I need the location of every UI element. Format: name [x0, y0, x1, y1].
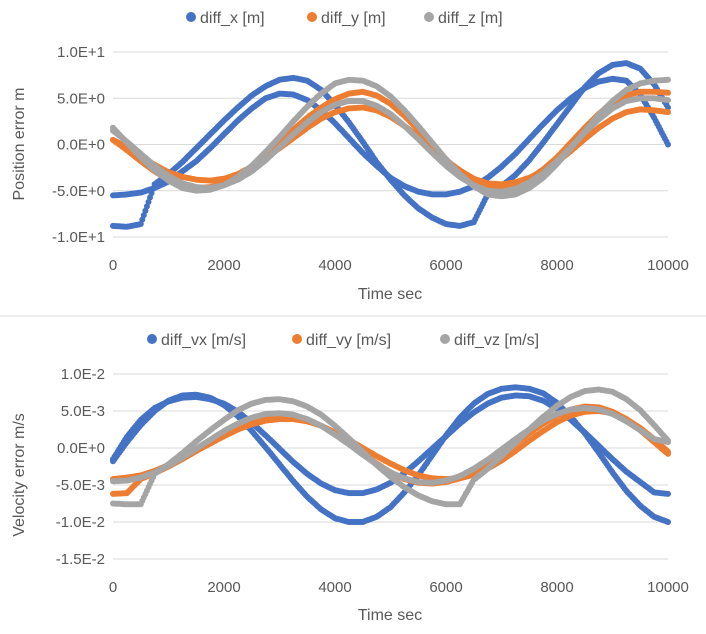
velocity-y-axis-title: Velocity error m/s: [11, 413, 28, 537]
legend-marker-diff-vy: [292, 334, 302, 344]
position-y-tick-labels: 1.0E+1 5.0E+0 0.0E+0 -5.0E+0 -1.0E+1: [52, 44, 105, 246]
data-point: [665, 490, 671, 497]
position-x-axis-title: Time sec: [358, 286, 422, 303]
position-y-tick-label: -1.0E+1: [52, 229, 105, 246]
velocity-y-tick-label: -5.0E-3: [56, 477, 105, 494]
velocity-x-tick-label: 10000: [647, 579, 689, 596]
data-point: [665, 97, 671, 104]
series-diff-x-branch: [110, 75, 671, 199]
legend-marker-diff-z: [424, 12, 434, 22]
legend-label-diff-z: diff_z [m]: [438, 10, 503, 27]
legend-item-diff-vz[interactable]: diff_vz [m/s]: [440, 332, 539, 349]
velocity-error-chart: diff_vx [m/s] diff_vy [m/s] diff_vz [m/s…: [11, 332, 689, 624]
velocity-legend: diff_vx [m/s] diff_vy [m/s] diff_vz [m/s…: [147, 332, 539, 349]
data-point: [665, 519, 671, 525]
legend-label-diff-vx: diff_vx [m/s]: [161, 332, 246, 349]
data-point: [665, 109, 671, 116]
series-diff-vx: [110, 384, 671, 525]
data-point: [665, 89, 671, 96]
velocity-data-points: [110, 384, 671, 525]
position-x-tick-label: 10000: [647, 257, 689, 274]
legend-marker-diff-vz: [440, 334, 450, 344]
position-x-tick-label: 2000: [207, 257, 240, 274]
legend-item-diff-z[interactable]: diff_z [m]: [424, 10, 503, 27]
position-data-points: [110, 60, 671, 230]
series-diff-z-branch: [110, 76, 671, 200]
legend-item-diff-x[interactable]: diff_x [m]: [186, 10, 265, 27]
legend-label-diff-x: diff_x [m]: [200, 10, 265, 27]
velocity-y-tick-labels: 1.0E-2 5.0E-3 0.0E+0 -5.0E-3 -1.0E-2 -1.5E-2: [56, 366, 105, 568]
velocity-x-tick-label: 4000: [318, 579, 351, 596]
position-error-chart: diff_x [m] diff_y [m] diff_z [m] 1.0E+1 5…: [11, 10, 689, 303]
data-point: [665, 141, 671, 148]
position-x-tick-labels: 0 2000 4000 6000 8000 10000: [109, 257, 689, 274]
position-y-tick-label: 5.0E+0: [57, 90, 105, 107]
series-diff-vx-branch: [110, 384, 671, 525]
position-x-tick-label: 8000: [540, 257, 573, 274]
legend-label-diff-vz: diff_vz [m/s]: [454, 332, 539, 349]
legend-label-diff-vy: diff_vy [m/s]: [306, 332, 391, 349]
velocity-y-tick-label: 1.0E-2: [61, 366, 105, 383]
velocity-x-tick-label: 0: [109, 579, 117, 596]
legend-item-diff-vx[interactable]: diff_vx [m/s]: [147, 332, 246, 349]
position-x-tick-label: 6000: [429, 257, 462, 274]
velocity-y-tick-label: -1.0E-2: [56, 514, 105, 531]
velocity-y-tick-label: -1.5E-2: [56, 551, 105, 568]
legend-marker-diff-vx: [147, 334, 157, 344]
data-point: [665, 450, 671, 457]
position-y-axis-title: Position error m: [11, 88, 28, 201]
position-legend: diff_x [m] diff_y [m] diff_z [m]: [186, 10, 503, 27]
position-y-tick-label: 1.0E+1: [57, 44, 105, 61]
position-x-tick-label: 4000: [318, 257, 351, 274]
velocity-y-tick-label: 5.0E-3: [61, 403, 105, 420]
data-point: [665, 76, 671, 83]
legend-marker-diff-x: [186, 12, 196, 22]
data-point: [665, 437, 671, 444]
legend-item-diff-y[interactable]: diff_y [m]: [307, 10, 386, 27]
position-y-tick-label: -5.0E+0: [52, 183, 105, 200]
velocity-y-tick-label: 0.0E+0: [57, 440, 105, 457]
velocity-gridlines: [113, 373, 668, 560]
series-diff-z: [110, 76, 671, 200]
legend-marker-diff-y: [307, 12, 317, 22]
velocity-x-axis-title: Time sec: [358, 607, 422, 624]
legend-item-diff-vy[interactable]: diff_vy [m/s]: [292, 332, 391, 349]
position-x-tick-label: 0: [109, 257, 117, 274]
series-diff-x: [110, 60, 671, 230]
velocity-x-tick-label: 2000: [207, 579, 240, 596]
position-y-tick-label: 0.0E+0: [57, 137, 105, 154]
legend-label-diff-y: diff_y [m]: [321, 10, 386, 27]
velocity-x-tick-label: 8000: [540, 579, 573, 596]
velocity-x-tick-labels: 0 2000 4000 6000 8000 10000: [109, 579, 689, 596]
velocity-x-tick-label: 6000: [429, 579, 462, 596]
